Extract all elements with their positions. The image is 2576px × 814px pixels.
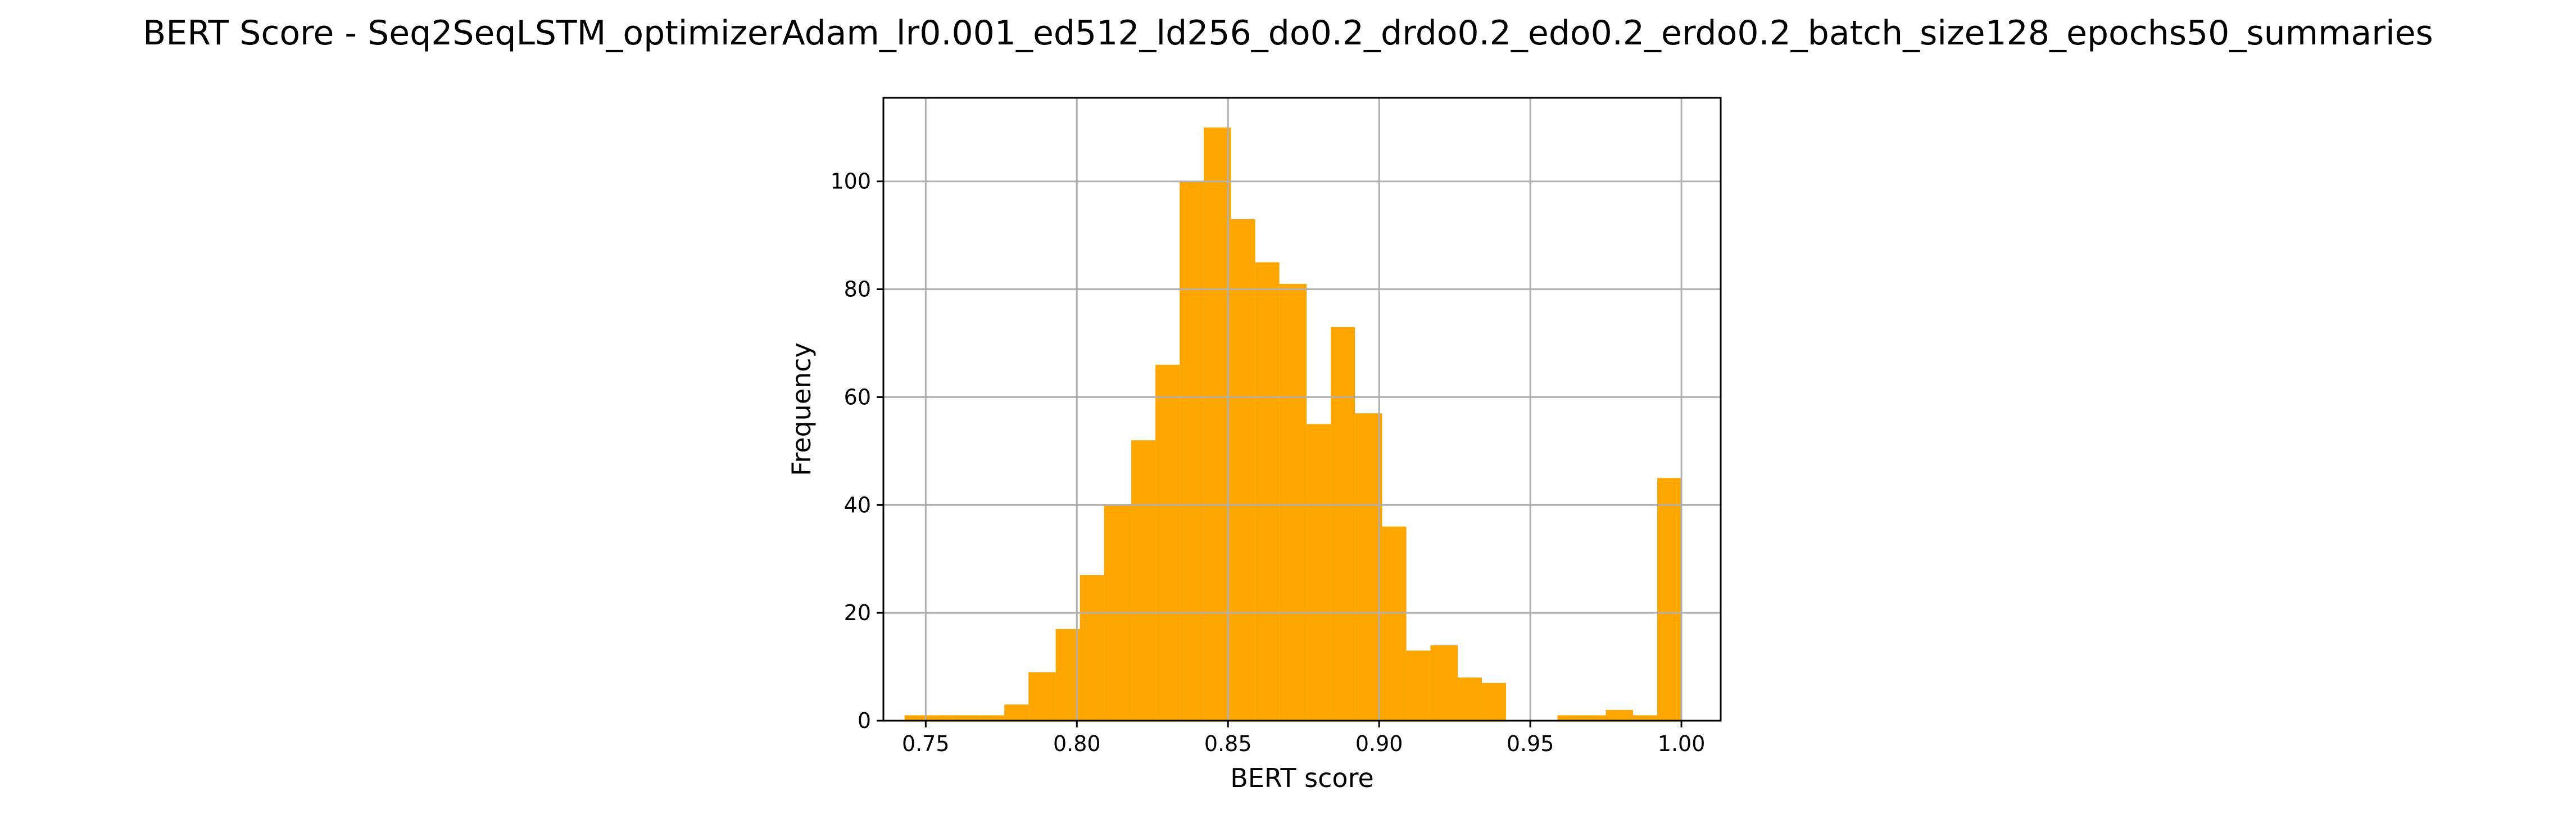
x-tick-label-5: 1.00 <box>1658 731 1706 756</box>
y-axis-ticks: 0 20 40 60 80 100 <box>830 169 883 733</box>
x-tick-label-1: 0.80 <box>1053 731 1101 756</box>
histogram-bar-17 <box>1331 327 1355 721</box>
histogram-bar-20 <box>1406 650 1431 721</box>
y-tick-label-3: 60 <box>844 385 871 409</box>
plot-frame <box>882 97 1722 722</box>
histogram-bar-1 <box>928 715 953 721</box>
histogram-bar-22 <box>1458 677 1482 721</box>
histogram-bar-3 <box>980 715 1005 721</box>
x-tick-label-2: 0.85 <box>1204 731 1252 756</box>
y-tick-label-4: 80 <box>844 277 871 302</box>
histogram-bar-2 <box>953 715 981 721</box>
histogram-bar-0 <box>904 715 929 721</box>
histogram-bar-26 <box>1557 715 1582 721</box>
y-tick-label-1: 20 <box>844 600 871 625</box>
histogram-bar-19 <box>1382 526 1407 721</box>
x-axis-ticks: 0.75 0.80 0.85 0.90 0.95 1.00 <box>902 721 1705 756</box>
y-tick-label-2: 40 <box>844 492 871 517</box>
histogram-bar-12 <box>1204 127 1231 721</box>
histogram-bar-14 <box>1255 262 1280 721</box>
histogram-bar-30 <box>1657 478 1682 721</box>
x-tick-label-4: 0.95 <box>1507 731 1554 756</box>
histogram-bar-10 <box>1155 364 1180 721</box>
histogram-bar-27 <box>1581 715 1606 721</box>
histogram-bar-23 <box>1482 682 1507 721</box>
y-tick-label-5: 100 <box>830 169 871 194</box>
histogram-bar-29 <box>1633 715 1658 721</box>
histogram-bar-16 <box>1307 424 1331 721</box>
histogram-bar-21 <box>1430 645 1458 721</box>
histogram-bars <box>904 127 1682 721</box>
x-axis-label: BERT score <box>1230 763 1374 793</box>
x-tick-label-0: 0.75 <box>902 731 950 756</box>
histogram-bar-6 <box>1055 628 1080 721</box>
histogram-bar-7 <box>1080 575 1104 721</box>
histogram-bar-18 <box>1355 413 1382 721</box>
histogram-bar-9 <box>1131 440 1156 721</box>
histogram-bar-28 <box>1606 709 1634 721</box>
y-axis-label: Frequency <box>786 342 817 476</box>
y-tick-label-0: 0 <box>858 708 871 733</box>
histogram-bar-11 <box>1180 181 1204 721</box>
histogram-bar-4 <box>1004 704 1029 721</box>
histogram-bar-13 <box>1231 219 1255 721</box>
x-tick-label-3: 0.90 <box>1355 731 1403 756</box>
histogram-bar-15 <box>1279 283 1307 721</box>
histogram-bar-5 <box>1028 672 1056 721</box>
chart-title: BERT Score - Seq2SeqLSTM_optimizerAdam_l… <box>143 13 2433 53</box>
